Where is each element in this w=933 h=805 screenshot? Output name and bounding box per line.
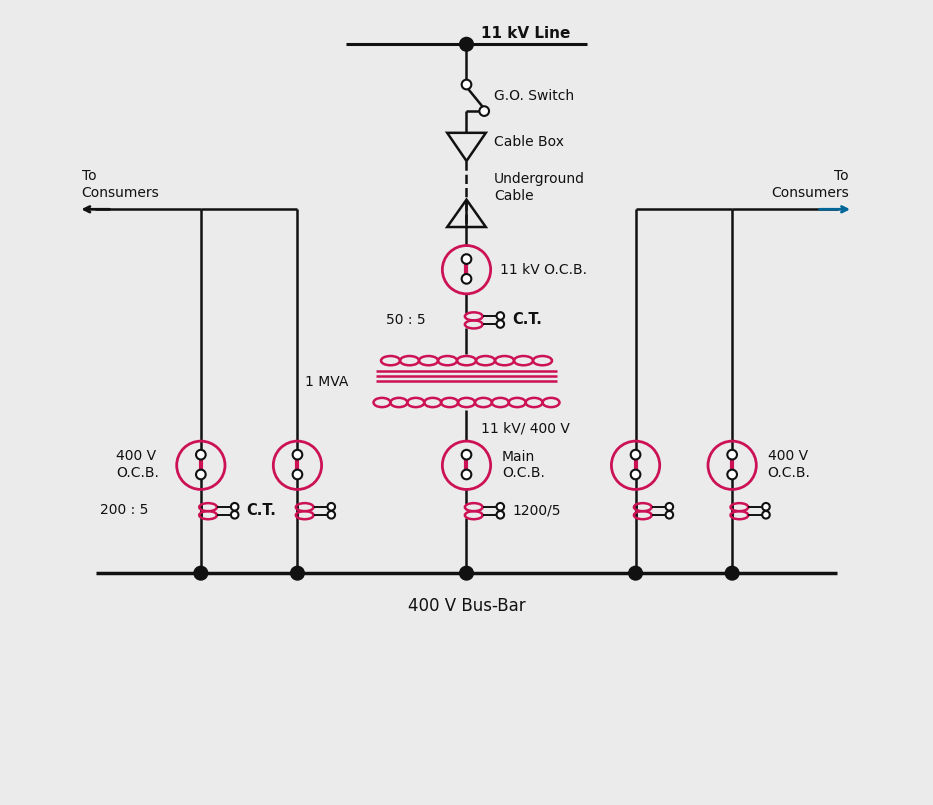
Text: G.O. Switch: G.O. Switch (494, 89, 574, 103)
Text: Cable Box: Cable Box (494, 135, 564, 149)
Text: 200 : 5: 200 : 5 (100, 503, 148, 518)
Circle shape (293, 469, 302, 479)
Circle shape (480, 106, 489, 116)
Circle shape (496, 320, 504, 328)
Text: Underground
Cable: Underground Cable (494, 172, 585, 203)
Circle shape (327, 503, 335, 510)
Text: To
Consumers: To Consumers (772, 169, 849, 200)
Text: 1 MVA: 1 MVA (305, 374, 349, 389)
Circle shape (496, 312, 504, 320)
Circle shape (462, 469, 471, 479)
Circle shape (762, 511, 770, 518)
Text: 11 kV O.C.B.: 11 kV O.C.B. (500, 262, 587, 277)
Circle shape (327, 511, 335, 518)
Circle shape (460, 567, 473, 580)
Text: 11 kV Line: 11 kV Line (481, 26, 570, 41)
Circle shape (631, 469, 640, 479)
Circle shape (290, 567, 304, 580)
Circle shape (496, 511, 504, 518)
Circle shape (460, 38, 473, 52)
Circle shape (665, 511, 673, 518)
Circle shape (496, 503, 504, 510)
Circle shape (230, 511, 239, 518)
Circle shape (762, 503, 770, 510)
Circle shape (665, 503, 673, 510)
Text: O.C.B.: O.C.B. (502, 466, 545, 481)
Circle shape (462, 274, 471, 283)
Circle shape (725, 567, 739, 580)
Text: 11 kV/ 400 V: 11 kV/ 400 V (481, 422, 570, 436)
Circle shape (462, 254, 471, 264)
Text: 400 V
O.C.B.: 400 V O.C.B. (768, 449, 811, 480)
Circle shape (194, 567, 208, 580)
Text: 400 V Bus-Bar: 400 V Bus-Bar (408, 597, 525, 615)
Circle shape (631, 450, 640, 460)
Circle shape (293, 450, 302, 460)
Text: 1200/5: 1200/5 (512, 503, 561, 518)
Text: C.T.: C.T. (246, 503, 276, 518)
Text: Main: Main (502, 450, 536, 464)
Circle shape (728, 469, 737, 479)
Circle shape (196, 469, 205, 479)
Text: 400 V
O.C.B.: 400 V O.C.B. (117, 449, 160, 480)
Text: C.T.: C.T. (512, 312, 542, 327)
Circle shape (462, 80, 471, 89)
Text: To
Consumers: To Consumers (82, 169, 160, 200)
Circle shape (629, 567, 643, 580)
Circle shape (462, 450, 471, 460)
Circle shape (230, 503, 239, 510)
Text: 50 : 5: 50 : 5 (386, 312, 425, 327)
Circle shape (196, 450, 205, 460)
Circle shape (728, 450, 737, 460)
